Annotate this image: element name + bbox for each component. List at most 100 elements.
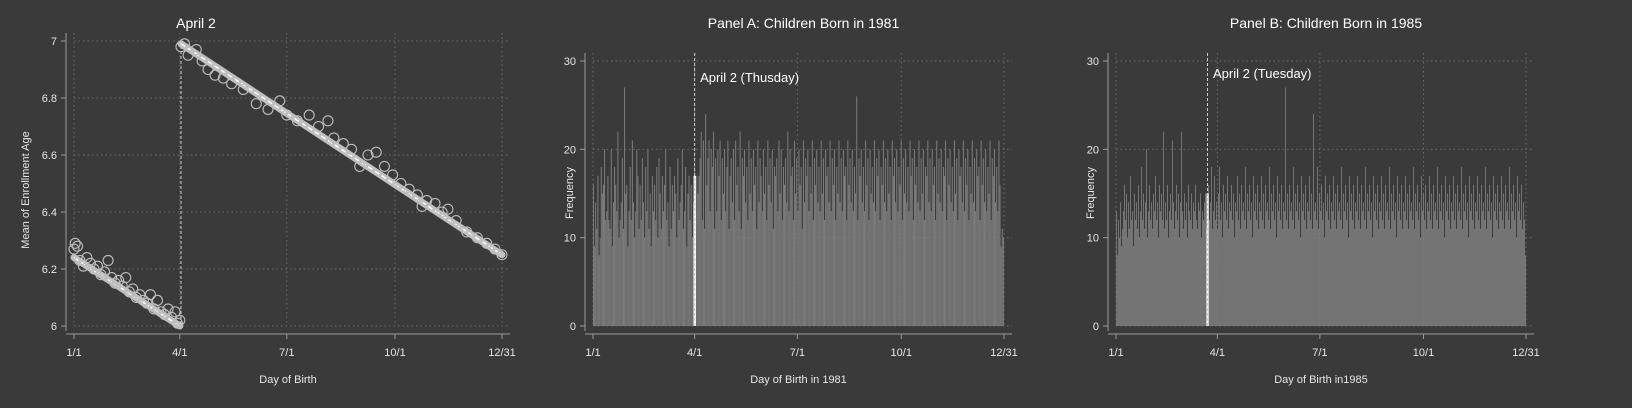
bar	[719, 140, 721, 326]
bar	[1143, 193, 1144, 326]
bar	[659, 193, 661, 326]
bar	[593, 184, 594, 326]
bar	[1151, 202, 1152, 326]
bar	[939, 202, 941, 326]
bar	[1382, 220, 1383, 326]
bar	[844, 175, 846, 326]
x-tick-label: 4/1	[172, 347, 187, 359]
bar	[809, 167, 811, 326]
bar	[1184, 193, 1185, 326]
bar	[1116, 211, 1117, 326]
bar	[957, 220, 959, 326]
bar	[1408, 228, 1409, 326]
bar	[1192, 228, 1193, 326]
scatter-point	[450, 215, 462, 227]
bar	[937, 193, 939, 326]
bar	[1295, 193, 1296, 326]
bar	[706, 184, 708, 326]
bar	[1297, 184, 1298, 326]
bar	[1260, 211, 1261, 326]
scatter-point	[69, 237, 81, 249]
bar	[869, 149, 871, 326]
bar	[755, 167, 757, 326]
bar	[1291, 202, 1292, 326]
bar	[948, 184, 950, 326]
bar	[1390, 228, 1391, 326]
bar	[1310, 220, 1311, 326]
bar	[725, 211, 727, 326]
bar	[685, 167, 687, 326]
bar	[1193, 202, 1194, 326]
bar	[1413, 167, 1414, 326]
bar	[1271, 193, 1272, 326]
bar	[961, 202, 963, 326]
bar	[629, 167, 631, 326]
bar	[1355, 202, 1356, 326]
bar	[837, 193, 839, 326]
bar	[1460, 220, 1461, 326]
bar	[1290, 211, 1291, 326]
bar	[878, 149, 880, 326]
bar	[787, 131, 789, 326]
bar	[1001, 228, 1003, 326]
bar	[626, 184, 628, 326]
bar	[1358, 220, 1359, 326]
x-tick-label: 7/1	[1312, 347, 1327, 359]
bar	[736, 184, 738, 326]
bar	[828, 202, 830, 326]
scatter-point	[274, 95, 286, 107]
bar	[1375, 193, 1376, 326]
bar	[1317, 167, 1318, 326]
bar	[1214, 175, 1215, 326]
bar	[1337, 184, 1338, 326]
bar	[800, 167, 802, 326]
bar	[1288, 228, 1289, 326]
scatter-point	[68, 243, 80, 255]
bar	[627, 246, 629, 326]
bar	[897, 211, 899, 326]
bar	[750, 158, 752, 326]
scatter-point	[169, 306, 181, 318]
bar	[1319, 193, 1320, 326]
bar	[1417, 184, 1418, 326]
bar	[1130, 175, 1131, 326]
bar	[840, 158, 842, 326]
bar	[1244, 220, 1245, 326]
bar	[1487, 193, 1488, 326]
bar	[1131, 220, 1132, 326]
bar	[599, 237, 601, 326]
bar	[1274, 220, 1275, 326]
bar	[749, 193, 751, 326]
bar	[1248, 211, 1249, 326]
bar	[1502, 220, 1503, 326]
y-axis-label: Frequency	[1085, 167, 1097, 219]
bar	[1468, 237, 1469, 326]
bar	[1419, 202, 1420, 326]
bar	[775, 175, 777, 326]
bar	[935, 220, 937, 326]
bar	[806, 175, 808, 326]
panel-2: April 2 (Thusday) 0 10 20 30 1/1 4/1 7/1 10/1 12/…	[564, 15, 1018, 386]
bar	[1258, 228, 1259, 326]
bar	[1209, 220, 1210, 326]
bar	[732, 149, 734, 326]
bar	[1212, 228, 1213, 326]
bar	[1462, 228, 1463, 326]
bar	[1463, 193, 1464, 326]
bar	[751, 211, 753, 326]
bar	[697, 193, 699, 326]
bar	[1166, 220, 1167, 326]
bar	[1524, 220, 1525, 326]
bar	[1387, 202, 1388, 326]
bar	[1352, 220, 1353, 326]
bar	[610, 149, 612, 326]
bar	[1318, 228, 1319, 326]
bar	[1343, 193, 1344, 326]
bar	[1276, 237, 1277, 326]
bar	[1431, 193, 1432, 326]
bar	[790, 175, 792, 326]
bar	[848, 184, 850, 326]
bar	[1246, 228, 1247, 326]
bar	[852, 211, 854, 326]
bar	[1138, 184, 1139, 326]
